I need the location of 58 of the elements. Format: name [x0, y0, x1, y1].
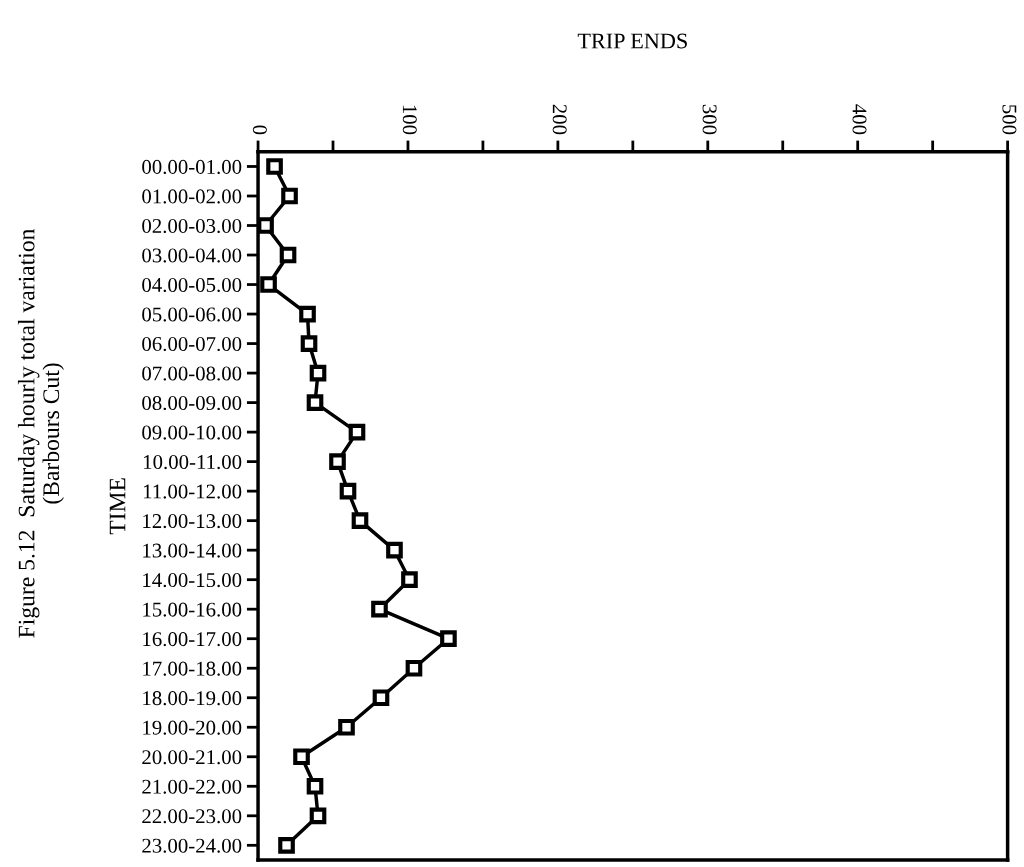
point [338, 718, 355, 736]
y-tick-label: 09.00-10.00 [142, 425, 242, 440]
y-tick-label: 10.00-11.00 [144, 455, 242, 470]
x-tick-label: 400 [852, 104, 867, 135]
point [260, 276, 277, 293]
point [401, 571, 418, 589]
y-tick-label: 05.00-06.00 [142, 307, 242, 322]
y-tick-label: 18.00-19.00 [143, 691, 242, 706]
point [278, 836, 295, 854]
y-tick-label: 02.00-03.00 [142, 218, 242, 234]
y-tick-label: 12.00-13.00 [143, 514, 242, 529]
y-tick-label: 16.00-17.00 [143, 632, 242, 647]
y-tick-label: 08.00-09.00 [142, 395, 242, 411]
point [266, 158, 283, 175]
point [440, 630, 457, 648]
y-axis-title: TIME [109, 478, 126, 535]
x-tick-label: 300 [702, 104, 717, 135]
x-tick-label: 500 [1002, 105, 1017, 135]
point [281, 187, 298, 205]
x-axis-title: TRIP ENDS [577, 33, 687, 49]
y-tick-label: 20.00-21.00 [142, 750, 242, 765]
point [386, 541, 403, 559]
y-tick-label: 04.00-05.00 [142, 277, 242, 293]
x-tick-label: 0 [252, 125, 267, 135]
y-tick-label: 23.00-24.00 [142, 838, 242, 853]
y-tick-label: 17.00-18.00 [143, 661, 242, 676]
y-tick-label: 03.00-04.00 [142, 248, 242, 263]
text: (Barbours Cut) [42, 363, 64, 504]
y-tick-label: 22.00-23.00 [142, 809, 242, 824]
point [299, 305, 316, 323]
point [339, 482, 357, 500]
y-tick-label: 00.00-01.00 [142, 159, 242, 175]
x-tick-label: 100 [402, 105, 417, 135]
point [279, 246, 297, 264]
point [306, 394, 324, 411]
point [372, 689, 390, 707]
y-tick-label: 11.00-12.00 [144, 484, 242, 499]
y-tick-label: 19.00-20.00 [143, 720, 242, 735]
point [348, 423, 366, 441]
point [309, 807, 327, 825]
point [351, 512, 369, 529]
point [329, 453, 346, 470]
point [300, 335, 318, 352]
y-tick-label: 06.00-07.00 [142, 336, 242, 352]
point [309, 364, 327, 382]
y-tick-label: 21.00-22.00 [142, 779, 242, 794]
y-tick-label: 15.00-16.00 [143, 602, 242, 617]
y-tick-label: 01.00-02.00 [142, 189, 242, 204]
caption: Figure 5.12 Saturday hourly total variation [17, 228, 40, 638]
point [258, 217, 274, 234]
y-tick-label: 14.00-15.00 [143, 573, 242, 588]
point [306, 777, 324, 795]
x-tick-label: 200 [552, 104, 567, 135]
point [371, 600, 388, 618]
point [293, 748, 310, 766]
point [405, 659, 423, 677]
y-tick-label: 07.00-08.00 [142, 366, 242, 381]
y-tick-label: 13.00-14.00 [143, 543, 242, 558]
